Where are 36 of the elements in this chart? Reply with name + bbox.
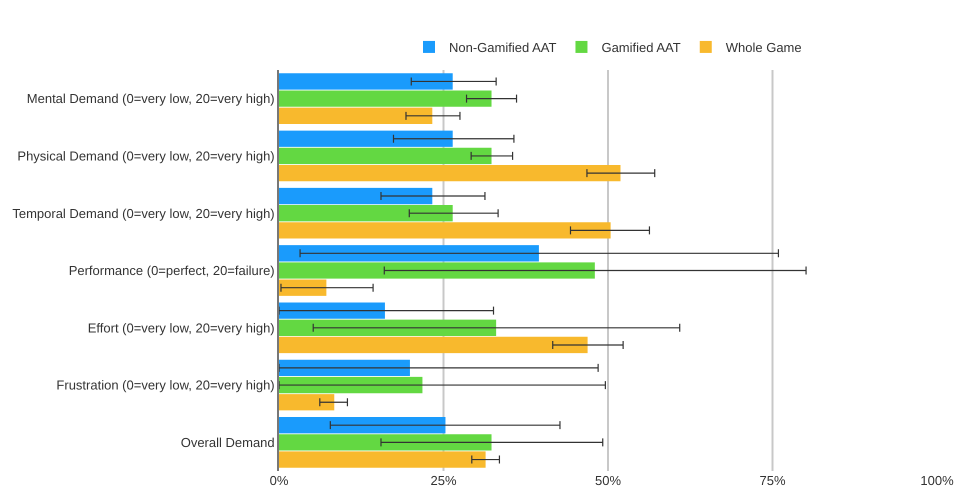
bar xyxy=(279,336,588,354)
x-tick-label: 100% xyxy=(920,473,954,488)
legend-label: Whole Game xyxy=(726,40,802,55)
bar xyxy=(279,205,453,222)
bar xyxy=(279,188,432,204)
bar xyxy=(279,451,486,468)
bar xyxy=(279,417,446,434)
x-tick-label: 0% xyxy=(270,473,289,488)
bar xyxy=(279,280,326,296)
x-tick-label: 75% xyxy=(759,473,786,488)
bar xyxy=(279,262,595,279)
bar xyxy=(279,360,410,376)
bar xyxy=(279,320,496,336)
bar xyxy=(279,302,385,319)
bar xyxy=(279,164,620,182)
y-tick-label: Frustration (0=very low, 20=very high) xyxy=(56,378,275,393)
bar xyxy=(279,394,334,410)
y-tick-label: Overall Demand xyxy=(180,434,275,450)
y-tick-label: Physical Demand (0=very low, 20=very high) xyxy=(17,148,275,164)
y-tick-label: Temporal Demand (0=very low, 20=very high) xyxy=(12,206,275,221)
bar xyxy=(279,73,453,90)
x-tick-label: 25% xyxy=(430,473,457,488)
bar xyxy=(279,108,432,124)
bar xyxy=(279,376,422,394)
bar xyxy=(279,434,492,451)
y-tick-label: Effort (0=very low, 20=very high) xyxy=(88,320,275,336)
y-tick-label: Mental Demand (0=very low, 20=very high) xyxy=(26,91,275,106)
bar xyxy=(279,90,492,107)
bar xyxy=(279,222,611,239)
x-tick-label: 50% xyxy=(594,473,622,488)
bar xyxy=(279,130,453,147)
bar xyxy=(279,148,492,164)
legend-label: Non-Gamified AAT xyxy=(449,40,556,55)
bar xyxy=(279,245,539,262)
y-tick-label: Performance (0=perfect, 20=failure) xyxy=(68,263,275,278)
legend-label: Gamified AAT xyxy=(601,40,681,55)
